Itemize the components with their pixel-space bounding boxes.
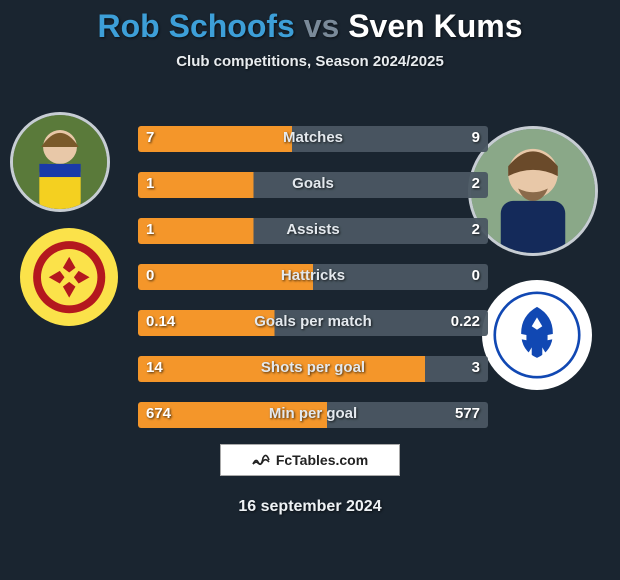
page-title: Rob Schoofs vs Sven Kums <box>0 0 620 45</box>
stat-row: 0Hattricks0 <box>138 264 488 290</box>
stats-rows: 7Matches9 1Goals2 1Assists2 0Hattricks0 0.14… <box>138 126 488 448</box>
stat-label: Assists <box>138 221 488 238</box>
stat-value-right: 9 <box>472 129 480 146</box>
stat-label: Shots per goal <box>138 359 488 376</box>
stat-row: 1Assists2 <box>138 218 488 244</box>
stat-row: 14Shots per goal3 <box>138 356 488 382</box>
player1-name: Rob Schoofs <box>98 8 295 44</box>
date-stamp: 16 september 2024 <box>0 498 620 516</box>
stat-value-right: 0 <box>472 267 480 284</box>
player1-avatar <box>10 112 110 212</box>
stat-value-right: 577 <box>455 405 480 422</box>
stat-value-right: 2 <box>472 175 480 192</box>
stat-value-right: 0.22 <box>451 313 480 330</box>
stat-label: Goals <box>138 175 488 192</box>
player2-name: Sven Kums <box>348 8 522 44</box>
brand-badge: FcTables.com <box>220 444 400 476</box>
stat-row: 7Matches9 <box>138 126 488 152</box>
brand-text: FcTables.com <box>276 452 368 468</box>
stat-row: 0.14Goals per match0.22 <box>138 310 488 336</box>
club1-crest <box>20 228 118 326</box>
club2-crest <box>482 280 592 390</box>
stat-label: Matches <box>138 129 488 146</box>
vs-separator: vs <box>304 8 340 44</box>
stat-value-right: 2 <box>472 221 480 238</box>
stat-row: 1Goals2 <box>138 172 488 198</box>
stat-value-right: 3 <box>472 359 480 376</box>
subtitle: Club competitions, Season 2024/2025 <box>0 53 620 70</box>
brand-icon <box>252 452 270 469</box>
stat-row: 674Min per goal577 <box>138 402 488 428</box>
stat-label: Hattricks <box>138 267 488 284</box>
stat-label: Min per goal <box>138 405 488 422</box>
stat-label: Goals per match <box>138 313 488 330</box>
